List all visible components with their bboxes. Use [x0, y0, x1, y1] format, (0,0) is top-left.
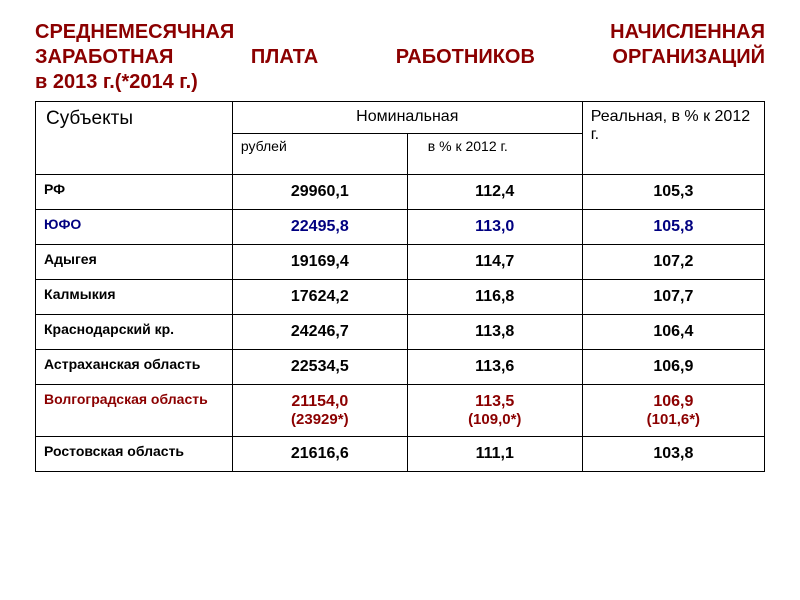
- title-line-3: в 2013 г.(*2014 г.): [35, 70, 765, 95]
- cell-pct: 112,4: [407, 175, 582, 210]
- table-row: Ростовская область 21616,6 111,1 103,8: [36, 437, 765, 472]
- cell-pct: 113,8: [407, 315, 582, 350]
- cell-rub: 29960,1: [232, 175, 407, 210]
- cell-subject: Калмыкия: [36, 280, 233, 315]
- cell-subject: Ростовская область: [36, 437, 233, 472]
- col-rub: рублей: [232, 134, 407, 175]
- cell-subject: Адыгея: [36, 245, 233, 280]
- col-subjects: Субъекты: [36, 102, 233, 175]
- cell-pct: 114,7: [407, 245, 582, 280]
- salary-table: Субъекты Номинальная Реальная, в % к 201…: [35, 101, 765, 472]
- cell-rub: 24246,7: [232, 315, 407, 350]
- slide-title: СРЕДНЕМЕСЯЧНАЯ НАЧИСЛЕННАЯ ЗАРАБОТНАЯ ПЛ…: [35, 20, 765, 95]
- cell-real-main: 106,9: [653, 393, 693, 410]
- cell-pct: 113,0: [407, 210, 582, 245]
- cell-subject: Краснодарский кр.: [36, 315, 233, 350]
- table-row: ЮФО 22495,8 113,0 105,8: [36, 210, 765, 245]
- cell-rub: 22534,5: [232, 350, 407, 385]
- title-line-2: ЗАРАБОТНАЯ ПЛАТА РАБОТНИКОВ ОРГАНИЗАЦИЙ: [35, 46, 765, 68]
- cell-rub: 17624,2: [232, 280, 407, 315]
- cell-real: 106,9 (101,6*): [582, 385, 764, 437]
- cell-real: 105,8: [582, 210, 764, 245]
- cell-real: 103,8: [582, 437, 764, 472]
- title-line-1: СРЕДНЕМЕСЯЧНАЯ НАЧИСЛЕННАЯ: [35, 21, 765, 43]
- cell-rub-main: 21154,0: [291, 393, 348, 410]
- table-row: РФ 29960,1 112,4 105,3: [36, 175, 765, 210]
- cell-subject: РФ: [36, 175, 233, 210]
- table-row: Калмыкия 17624,2 116,8 107,7: [36, 280, 765, 315]
- cell-pct-alt: (109,0*): [416, 411, 574, 428]
- cell-pct-main: 113,5: [475, 393, 514, 410]
- table-row: Астраханская область 22534,5 113,6 106,9: [36, 350, 765, 385]
- header-row-1: Субъекты Номинальная Реальная, в % к 201…: [36, 102, 765, 134]
- cell-real: 106,4: [582, 315, 764, 350]
- slide-container: СРЕДНЕМЕСЯЧНАЯ НАЧИСЛЕННАЯ ЗАРАБОТНАЯ ПЛ…: [0, 0, 800, 492]
- cell-rub: 21154,0 (23929*): [232, 385, 407, 437]
- cell-rub: 19169,4: [232, 245, 407, 280]
- table-body: РФ 29960,1 112,4 105,3 ЮФО 22495,8 113,0…: [36, 175, 765, 472]
- cell-rub: 22495,8: [232, 210, 407, 245]
- table-row: Волгоградская область 21154,0 (23929*) 1…: [36, 385, 765, 437]
- cell-rub-alt: (23929*): [241, 411, 399, 428]
- table-row: Адыгея 19169,4 114,7 107,2: [36, 245, 765, 280]
- cell-real: 107,2: [582, 245, 764, 280]
- table-row: Краснодарский кр. 24246,7 113,8 106,4: [36, 315, 765, 350]
- col-real: Реальная, в % к 2012 г.: [582, 102, 764, 175]
- cell-real: 105,3: [582, 175, 764, 210]
- cell-subject: Волгоградская область: [36, 385, 233, 437]
- cell-subject: Астраханская область: [36, 350, 233, 385]
- col-pct2012: в % к 2012 г.: [407, 134, 582, 175]
- cell-pct: 116,8: [407, 280, 582, 315]
- col-nominal-group: Номинальная: [232, 102, 582, 134]
- cell-pct: 111,1: [407, 437, 582, 472]
- cell-pct: 113,6: [407, 350, 582, 385]
- cell-real: 107,7: [582, 280, 764, 315]
- cell-pct: 113,5 (109,0*): [407, 385, 582, 437]
- cell-subject: ЮФО: [36, 210, 233, 245]
- cell-real-alt: (101,6*): [591, 411, 756, 428]
- cell-rub: 21616,6: [232, 437, 407, 472]
- cell-real: 106,9: [582, 350, 764, 385]
